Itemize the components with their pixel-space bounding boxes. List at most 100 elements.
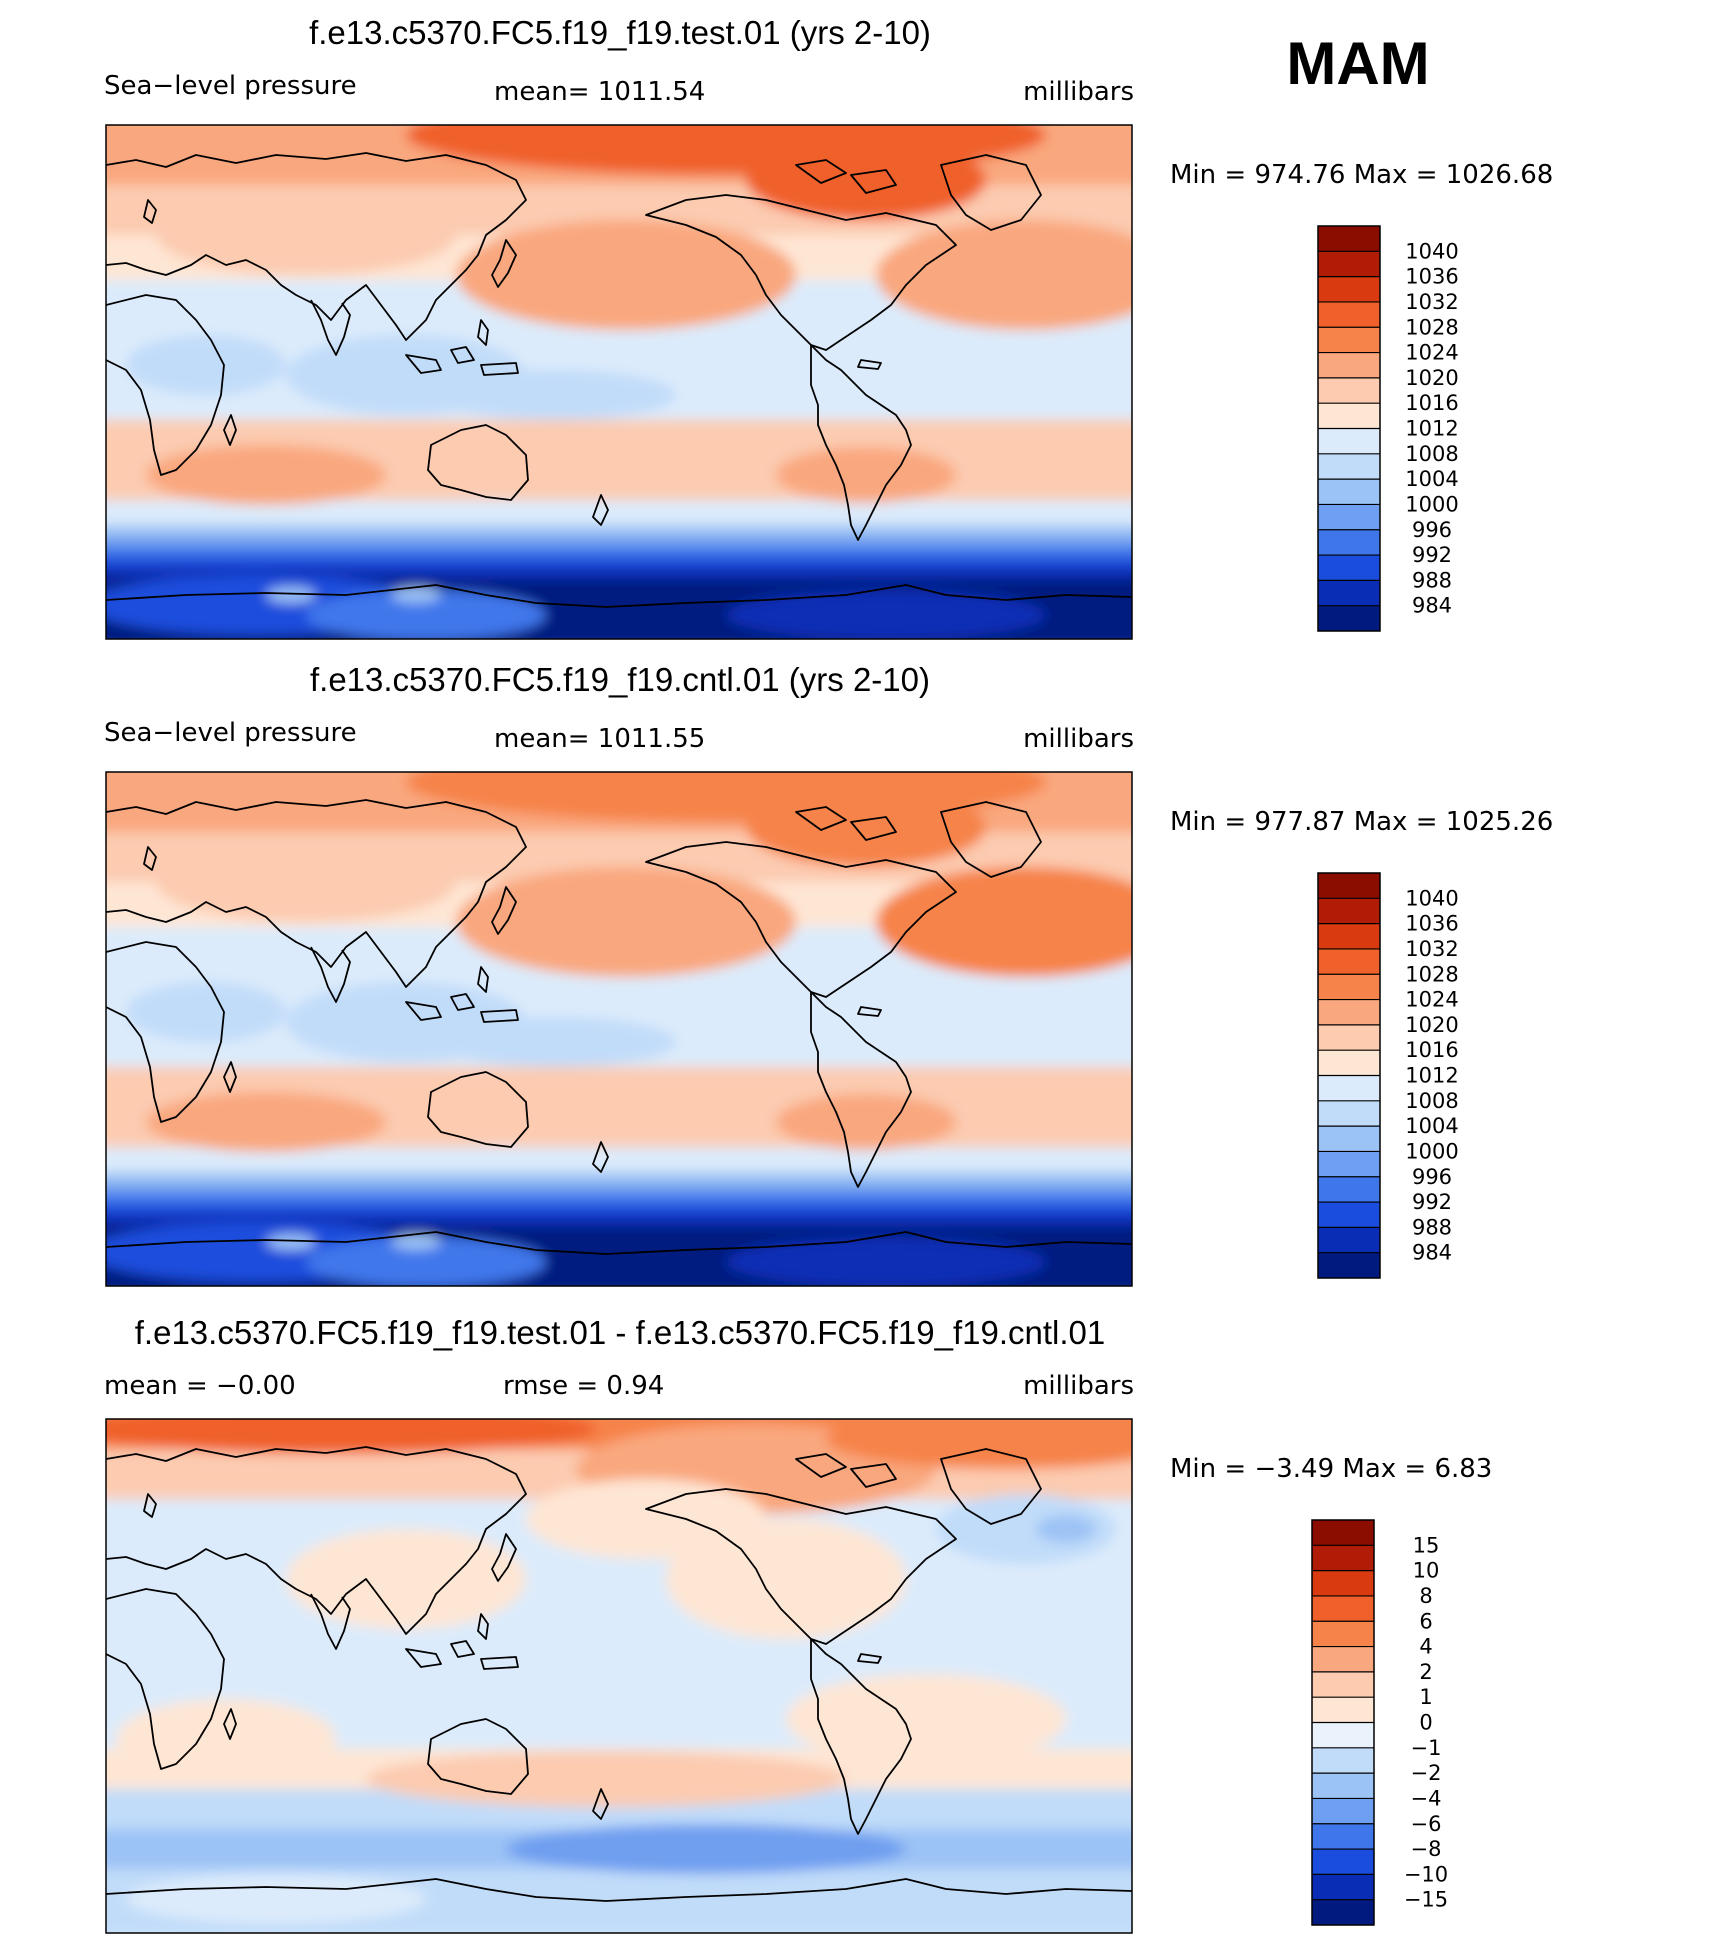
- coastline: [480, 1656, 519, 1670]
- colorbar: 1040103610321028102410201016101210081004…: [1317, 225, 1459, 632]
- colorbar-tick-label: 1036: [1405, 912, 1458, 936]
- colorbar-tick-label: 1012: [1405, 1064, 1458, 1088]
- colorbar-swatch: [1318, 1075, 1380, 1102]
- coastline: [850, 816, 897, 841]
- coastlines: [106, 1446, 1132, 1902]
- colorbar-swatch: [1318, 1126, 1380, 1152]
- coastline: [810, 991, 912, 1188]
- colorbar-tick-label: 996: [1412, 1165, 1452, 1189]
- coastline: [143, 199, 157, 224]
- colorbar-swatch: [1318, 1050, 1380, 1076]
- mean-label: mean= 1011.54: [494, 77, 705, 107]
- coastline: [810, 344, 912, 541]
- colorbar-tick-label: 1032: [1405, 290, 1458, 314]
- colorbar-swatch: [1318, 948, 1380, 975]
- colorbar-frame: [1317, 225, 1381, 632]
- coastline: [310, 946, 351, 1003]
- colorbar-tick-label: 992: [1412, 543, 1452, 567]
- min-max-label: Min = 974.76 Max = 1026.68: [1170, 160, 1553, 190]
- units-label: millibars: [1023, 77, 1134, 107]
- coastline: [795, 159, 847, 184]
- colorbar-swatch: [1312, 1823, 1374, 1850]
- colorbar-swatch: [1318, 1202, 1380, 1228]
- colorbar-tick-label: 15: [1413, 1533, 1440, 1557]
- coastline: [106, 799, 527, 988]
- coastline: [592, 494, 609, 526]
- coastline: [405, 1648, 442, 1668]
- coastline: [810, 1638, 912, 1835]
- colorbar-tick-label: 1016: [1405, 391, 1458, 415]
- colorbar-tick-label: 1016: [1405, 1038, 1458, 1062]
- colorbar-swatch: [1318, 555, 1380, 581]
- colorbar-swatch: [1318, 605, 1380, 632]
- colorbar-swatch: [1312, 1798, 1374, 1825]
- colorbar-swatch: [1318, 276, 1380, 303]
- colorbar-swatch: [1318, 974, 1380, 1001]
- coastline: [795, 1453, 847, 1478]
- colorbar-swatch: [1318, 1252, 1380, 1279]
- colorbar-tick-label: 4: [1419, 1635, 1432, 1659]
- map-field: [106, 1419, 1132, 1933]
- colorbar-swatch: [1318, 251, 1380, 278]
- colorbar-tick-label: 1012: [1405, 417, 1458, 441]
- map-field: [106, 125, 1132, 639]
- coastline: [106, 1231, 1132, 1255]
- colorbar-tick-label: 1028: [1405, 315, 1458, 339]
- coastline: [645, 194, 957, 351]
- coastline: [850, 169, 897, 194]
- panel-title: f.e13.c5370.FC5.f19_f19.test.01 - f.e13.…: [135, 1314, 1105, 1351]
- colorbar-swatch: [1312, 1722, 1374, 1749]
- colorbar-tick-label: −4: [1411, 1786, 1442, 1810]
- colorbar-swatch: [1318, 479, 1380, 505]
- panel-title: f.e13.c5370.FC5.f19_f19.cntl.01 (yrs 2-1…: [310, 661, 930, 698]
- coastline: [645, 1488, 957, 1645]
- colorbar-tick-label: 1008: [1405, 1089, 1458, 1113]
- colorbar-tick-label: 2: [1419, 1660, 1432, 1684]
- colorbar-swatch: [1312, 1747, 1374, 1774]
- coastline: [427, 1071, 529, 1148]
- coastline: [223, 1061, 237, 1093]
- coastline: [857, 359, 882, 370]
- colorbar-tick-label: 0: [1419, 1711, 1432, 1735]
- coastline: [223, 1708, 237, 1740]
- colorbar-tick-label: 1020: [1405, 366, 1458, 390]
- colorbar-tick-label: 10: [1413, 1559, 1440, 1583]
- coastline: [427, 1718, 529, 1795]
- colorbar-tick-label: 984: [1412, 594, 1452, 618]
- colorbar-swatch: [1318, 301, 1380, 328]
- colorbar-tick-label: 1004: [1405, 467, 1458, 491]
- coastline: [106, 941, 225, 1123]
- colorbar-swatch: [1318, 580, 1380, 607]
- units-label: millibars: [1023, 1371, 1134, 1401]
- coastlines: [106, 152, 1132, 608]
- colorbar-swatch: [1312, 1671, 1374, 1698]
- colorbar-tick-label: 1: [1419, 1685, 1432, 1709]
- colorbar-tick-label: 992: [1412, 1190, 1452, 1214]
- colorbar-tick-label: 1000: [1405, 492, 1458, 516]
- coastline: [106, 584, 1132, 608]
- map-frame: [105, 771, 1133, 1287]
- colorbar-tick-label: 1036: [1405, 265, 1458, 289]
- colorbar-tick-label: 1020: [1405, 1013, 1458, 1037]
- coastline: [405, 1001, 442, 1021]
- colorbar-tick-label: 8: [1419, 1584, 1432, 1608]
- colorbar-swatch: [1318, 377, 1380, 404]
- map-frame: [105, 124, 1133, 640]
- rmse-label: rmse = 0.94: [503, 1371, 664, 1401]
- colorbar-tick-label: 996: [1412, 518, 1452, 542]
- panel-control: f.e13.c5370.FC5.f19_f19.cntl.01 (yrs 2-1…: [104, 661, 1553, 1287]
- colorbar-tick-label: 1040: [1405, 886, 1458, 910]
- colorbar-swatch: [1318, 923, 1380, 950]
- colorbar-frame: [1311, 1519, 1375, 1926]
- colorbar-swatch: [1318, 873, 1380, 899]
- mean-label: mean= 1011.55: [494, 724, 705, 754]
- coastline: [405, 354, 442, 374]
- colorbar-tick-label: 1024: [1405, 341, 1458, 365]
- coastline: [477, 319, 489, 346]
- colorbar-swatch: [1318, 1024, 1380, 1051]
- coastline: [850, 1463, 897, 1488]
- colorbar-swatch: [1318, 1227, 1380, 1254]
- coastline: [477, 966, 489, 993]
- coastline: [592, 1141, 609, 1173]
